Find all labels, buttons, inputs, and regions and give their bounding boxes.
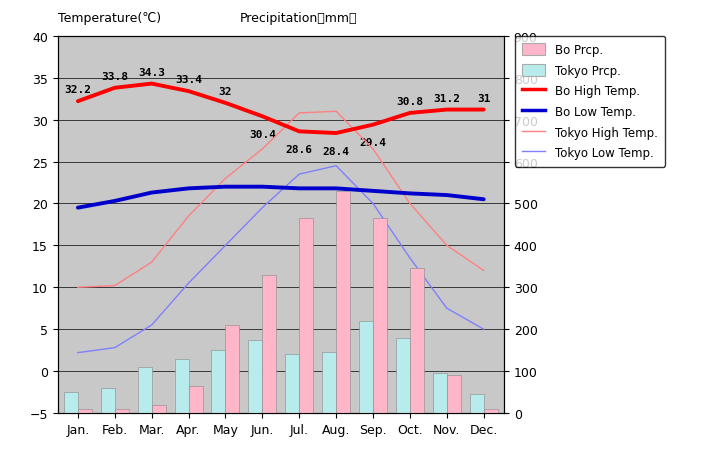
Bo High Temp.	[148, 82, 156, 87]
Tokyo High Temp.	[480, 268, 488, 274]
Bo Low Temp.	[405, 191, 414, 197]
Line: Bo Low Temp.: Bo Low Temp.	[78, 187, 484, 208]
Bar	[396, 338, 410, 413]
Bar	[285, 354, 300, 413]
Bo Low Temp.	[480, 197, 488, 202]
Tokyo High Temp.	[148, 260, 156, 265]
Text: 30.4: 30.4	[249, 129, 276, 140]
Text: 31.2: 31.2	[433, 94, 460, 104]
Bar	[114, 409, 129, 413]
Text: 29.4: 29.4	[359, 138, 387, 148]
Bo Low Temp.	[369, 189, 377, 194]
Bar	[212, 350, 225, 413]
Bo Low Temp.	[332, 186, 341, 192]
Text: 34.3: 34.3	[138, 68, 165, 78]
Tokyo High Temp.	[295, 111, 304, 117]
Text: 33.4: 33.4	[175, 75, 202, 85]
Tokyo Low Temp.	[184, 281, 193, 286]
Bar	[336, 191, 350, 413]
Tokyo Low Temp.	[405, 256, 414, 261]
Line: Bo High Temp.: Bo High Temp.	[78, 84, 484, 134]
Tokyo Low Temp.	[443, 306, 451, 311]
Bo High Temp.	[221, 101, 230, 106]
Tokyo High Temp.	[369, 147, 377, 152]
Line: Tokyo High Temp.: Tokyo High Temp.	[78, 112, 484, 288]
Tokyo High Temp.	[184, 214, 193, 219]
Text: 28.4: 28.4	[323, 146, 350, 156]
Tokyo High Temp.	[443, 243, 451, 249]
Tokyo High Temp.	[258, 147, 266, 152]
Tokyo Low Temp.	[369, 201, 377, 207]
Bar	[300, 218, 313, 413]
Bo Low Temp.	[221, 185, 230, 190]
Bar	[447, 375, 461, 413]
Bo Low Temp.	[148, 190, 156, 196]
Bo High Temp.	[295, 129, 304, 135]
Text: 28.6: 28.6	[286, 145, 312, 155]
Tokyo Low Temp.	[480, 327, 488, 332]
Bar	[225, 325, 240, 413]
Text: 32: 32	[219, 87, 233, 97]
Bar	[410, 269, 424, 413]
Text: Precipitation（mm）: Precipitation（mm）	[240, 12, 358, 25]
Bo Low Temp.	[258, 185, 266, 190]
Tokyo High Temp.	[221, 176, 230, 182]
Bar	[101, 388, 114, 413]
Line: Tokyo Low Temp.: Tokyo Low Temp.	[78, 166, 484, 353]
Bar	[248, 340, 262, 413]
Bar	[262, 275, 276, 413]
Bo High Temp.	[184, 89, 193, 95]
Bar	[433, 373, 447, 413]
Bo High Temp.	[258, 114, 266, 120]
Bo High Temp.	[369, 123, 377, 128]
Text: 32.2: 32.2	[64, 85, 91, 95]
Bo Low Temp.	[295, 186, 304, 192]
Tokyo Low Temp.	[332, 163, 341, 169]
Tokyo Low Temp.	[73, 350, 82, 356]
Bar	[189, 386, 202, 413]
Bar	[373, 218, 387, 413]
Tokyo Low Temp.	[148, 323, 156, 328]
Bar	[484, 409, 498, 413]
Text: Temperature(℃): Temperature(℃)	[58, 12, 161, 25]
Bo Low Temp.	[443, 193, 451, 198]
Bar	[138, 367, 152, 413]
Bo High Temp.	[332, 131, 341, 136]
Tokyo High Temp.	[332, 109, 341, 115]
Bar	[359, 321, 373, 413]
Tokyo Low Temp.	[295, 172, 304, 178]
Bo Low Temp.	[73, 206, 82, 211]
Bo High Temp.	[110, 86, 119, 91]
Bo High Temp.	[480, 107, 488, 113]
Bar	[322, 353, 336, 413]
Bo Low Temp.	[184, 186, 193, 192]
Bar	[78, 409, 92, 413]
Tokyo Low Temp.	[221, 243, 230, 249]
Bo Low Temp.	[110, 199, 119, 204]
Tokyo Low Temp.	[110, 345, 119, 351]
Bo High Temp.	[443, 107, 451, 113]
Tokyo High Temp.	[405, 201, 414, 207]
Bar	[174, 359, 189, 413]
Tokyo High Temp.	[110, 283, 119, 289]
Tokyo Low Temp.	[258, 206, 266, 211]
Bo High Temp.	[73, 99, 82, 105]
Legend: Bo Prcp., Tokyo Prcp., Bo High Temp., Bo Low Temp., Tokyo High Temp., Tokyo Low : Bo Prcp., Tokyo Prcp., Bo High Temp., Bo…	[515, 37, 665, 167]
Text: 30.8: 30.8	[397, 97, 423, 107]
Text: 31: 31	[477, 94, 490, 104]
Tokyo High Temp.	[73, 285, 82, 291]
Bar	[469, 394, 484, 413]
Bo High Temp.	[405, 111, 414, 117]
Bar	[64, 392, 78, 413]
Bar	[152, 405, 166, 413]
Text: 33.8: 33.8	[102, 72, 128, 82]
